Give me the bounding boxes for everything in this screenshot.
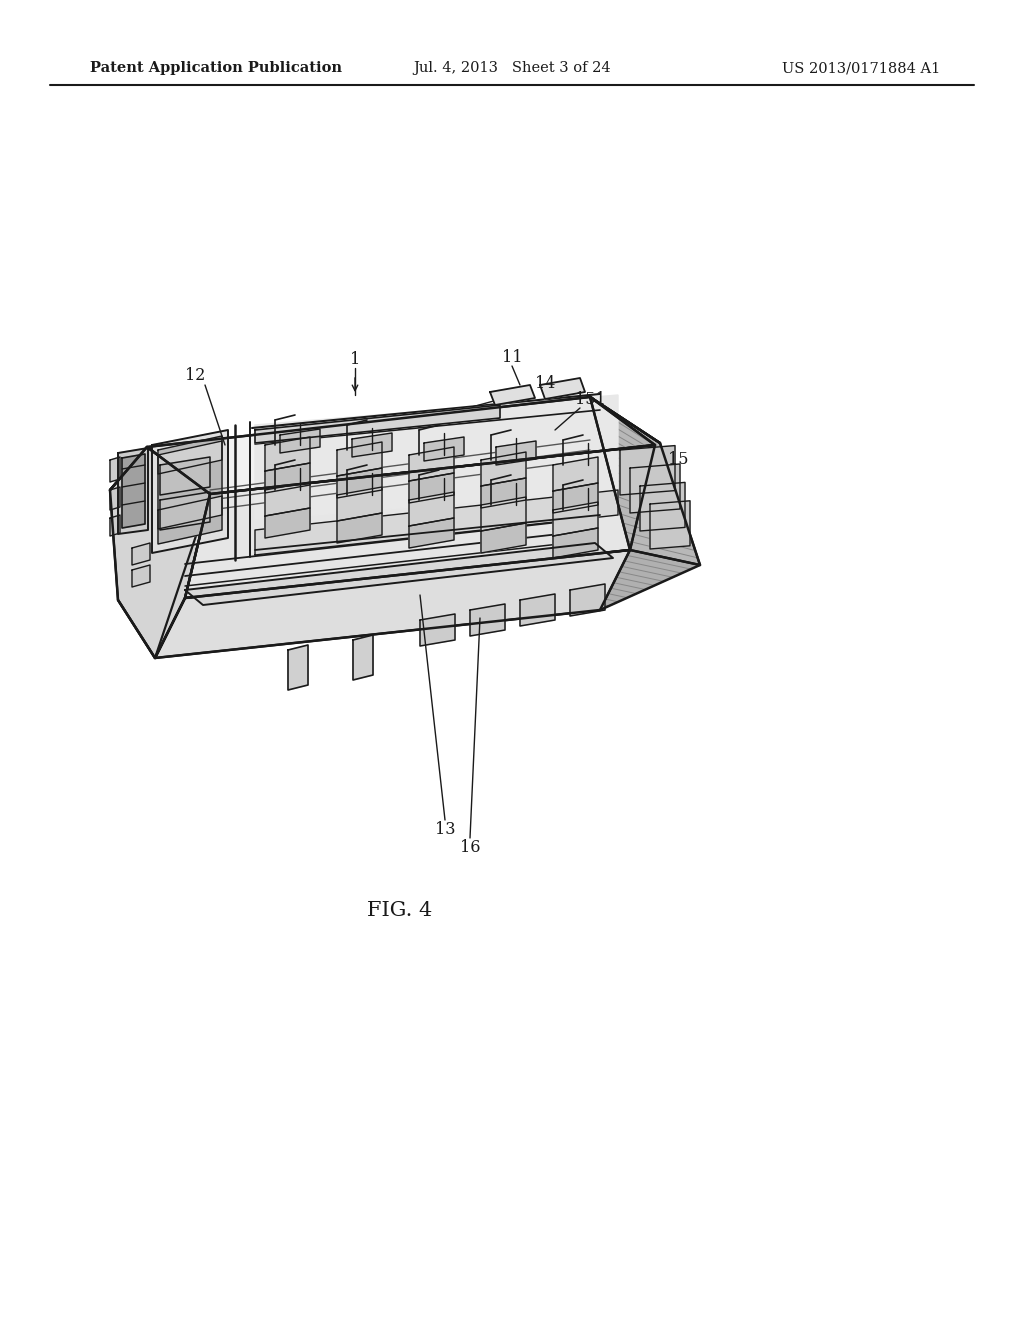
Polygon shape <box>650 500 690 549</box>
Polygon shape <box>122 454 145 528</box>
Polygon shape <box>409 447 454 480</box>
Polygon shape <box>481 451 526 486</box>
Text: 14: 14 <box>535 375 555 392</box>
Polygon shape <box>570 583 605 616</box>
Polygon shape <box>110 447 210 657</box>
Polygon shape <box>409 492 454 525</box>
Polygon shape <box>553 528 598 558</box>
Polygon shape <box>160 492 210 531</box>
Polygon shape <box>553 483 598 513</box>
Text: 11: 11 <box>502 350 522 367</box>
Polygon shape <box>481 478 526 508</box>
Polygon shape <box>288 645 308 690</box>
Polygon shape <box>110 457 120 482</box>
Polygon shape <box>352 433 392 457</box>
Polygon shape <box>540 378 585 399</box>
Polygon shape <box>409 473 454 503</box>
Polygon shape <box>160 457 210 495</box>
Polygon shape <box>132 543 150 565</box>
Polygon shape <box>158 496 222 529</box>
Polygon shape <box>424 437 464 461</box>
Polygon shape <box>255 490 618 554</box>
Polygon shape <box>337 469 382 498</box>
Polygon shape <box>481 523 526 553</box>
Text: 13: 13 <box>435 821 456 838</box>
Text: 12: 12 <box>184 367 205 384</box>
Polygon shape <box>353 635 373 680</box>
Polygon shape <box>280 429 319 453</box>
Polygon shape <box>481 498 526 531</box>
Polygon shape <box>553 457 598 491</box>
Polygon shape <box>337 513 382 543</box>
Polygon shape <box>147 397 655 494</box>
Text: Patent Application Publication: Patent Application Publication <box>90 61 342 75</box>
Polygon shape <box>496 441 536 465</box>
Polygon shape <box>118 447 148 535</box>
Polygon shape <box>265 463 310 492</box>
Text: 151: 151 <box>574 392 605 408</box>
Polygon shape <box>420 614 455 645</box>
Text: FIG. 4: FIG. 4 <box>368 900 432 920</box>
Polygon shape <box>630 465 680 513</box>
Polygon shape <box>620 446 675 495</box>
Polygon shape <box>265 482 310 516</box>
Polygon shape <box>265 508 310 539</box>
Polygon shape <box>470 605 505 636</box>
Polygon shape <box>409 517 454 548</box>
Polygon shape <box>110 487 120 510</box>
Polygon shape <box>185 543 613 605</box>
Polygon shape <box>265 437 310 471</box>
Polygon shape <box>110 515 120 536</box>
Polygon shape <box>255 395 618 520</box>
Polygon shape <box>158 441 222 474</box>
Text: Jul. 4, 2013   Sheet 3 of 24: Jul. 4, 2013 Sheet 3 of 24 <box>414 61 610 75</box>
Polygon shape <box>553 502 598 536</box>
Polygon shape <box>490 385 535 405</box>
Polygon shape <box>158 436 222 544</box>
Text: US 2013/0171884 A1: US 2013/0171884 A1 <box>781 61 940 75</box>
Polygon shape <box>640 482 685 531</box>
Polygon shape <box>152 430 228 553</box>
Text: 1: 1 <box>350 351 360 368</box>
Polygon shape <box>337 487 382 521</box>
Text: 15: 15 <box>668 451 688 469</box>
Polygon shape <box>155 550 630 657</box>
Polygon shape <box>590 397 700 565</box>
Polygon shape <box>520 594 555 626</box>
Polygon shape <box>132 565 150 587</box>
Text: 16: 16 <box>460 840 480 857</box>
Polygon shape <box>255 405 500 444</box>
Polygon shape <box>337 442 382 477</box>
Polygon shape <box>600 550 700 610</box>
Polygon shape <box>185 445 655 598</box>
